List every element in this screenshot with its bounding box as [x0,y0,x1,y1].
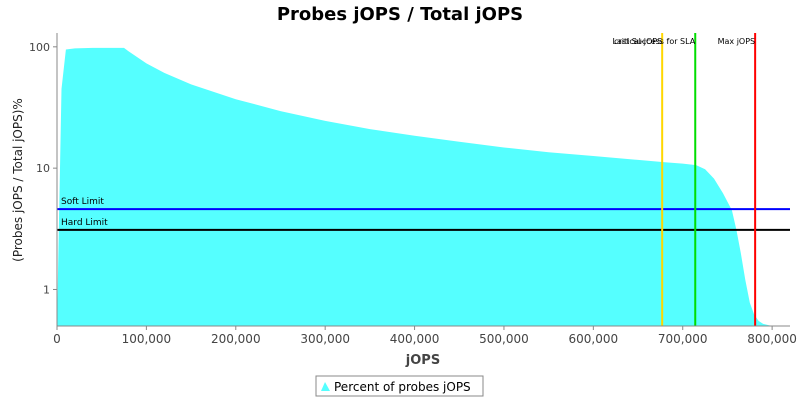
y-tick-label: 1 [43,283,50,296]
x-tick-label: 0 [53,332,61,346]
legend: Percent of probes jOPS [315,375,484,397]
legend-box [315,375,484,397]
vline-label-0: critical-jOPS [614,37,662,46]
vline-label-1: Last Success for SLA [613,37,696,46]
y-tick-label: 100 [29,41,50,54]
y-tick-label: 10 [36,162,50,175]
x-tick-label: 700,000 [658,332,708,346]
area-series-0 [57,47,783,327]
vline-label-2: Max jOPS [718,37,756,46]
legend-swatch [321,382,330,391]
x-axis-label: jOPS [405,353,440,368]
x-tick-label: 800,000 [747,332,797,346]
x-tick-label: 500,000 [479,332,529,346]
hline-label-1: Hard Limit [61,218,108,228]
x-tick-label: 300,000 [300,332,350,346]
y-axis-label: (Probes jOPS / Total jOPS)% [11,98,25,262]
legend-label: Percent of probes jOPS [334,380,471,394]
x-tick-label: 400,000 [390,332,440,346]
chart-title: Probes jOPS / Total jOPS [277,4,523,25]
x-tick-label: 200,000 [211,332,261,346]
hline-label-0: Soft Limit [61,197,104,207]
x-tick-label: 100,000 [122,332,172,346]
x-tick-label: 600,000 [569,332,619,346]
